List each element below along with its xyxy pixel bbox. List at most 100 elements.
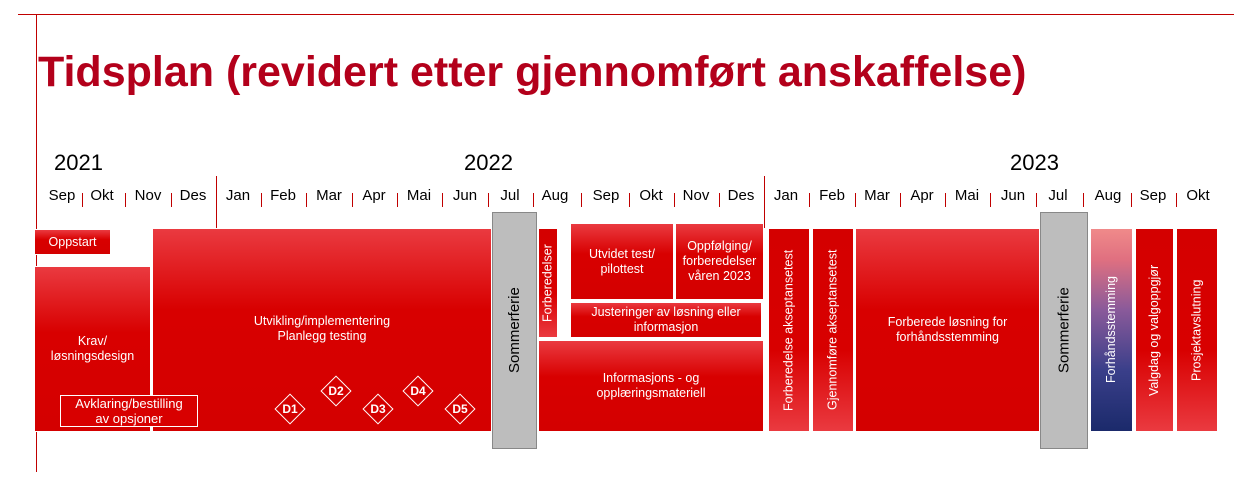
month-separator <box>1130 193 1132 207</box>
month-separator <box>854 193 856 207</box>
month-separator <box>442 193 443 207</box>
month-label: Aug <box>541 187 569 204</box>
task-bar: Oppstart <box>34 229 111 255</box>
task-label: Informasjons - og <box>602 371 700 385</box>
month-label: Jan <box>773 187 799 204</box>
year-label: 2021 <box>54 150 103 175</box>
task-bar: Forberede løsning for forhåndsstemming <box>855 228 1040 432</box>
task-label: Justeringer av løsning eller <box>591 305 741 319</box>
task-bar: Sommerferie <box>492 212 537 449</box>
task-bar: Gjennomføre akseptansetest <box>812 228 854 432</box>
month-separator <box>215 176 217 228</box>
month-separator <box>396 193 398 207</box>
month-separator <box>351 193 353 207</box>
month-separator <box>580 193 582 207</box>
month-label: Nov <box>134 187 162 204</box>
task-label: løsningsdesign <box>50 349 135 363</box>
task-bar: Utvidet test/pilottest <box>570 223 674 300</box>
month-label: Jun <box>452 187 478 204</box>
milestone-label: D1 <box>282 402 298 416</box>
task-label: Utvidet test/ <box>589 246 655 261</box>
month-separator <box>944 193 946 207</box>
year-label: 2022 <box>464 150 513 175</box>
month-label: Mar <box>864 187 890 204</box>
milestone-label: D3 <box>370 402 386 416</box>
month-label: Des <box>179 187 207 204</box>
task-label: Forhåndsstemming <box>1104 276 1118 384</box>
year-label: 2023 <box>1010 150 1059 175</box>
month-separator <box>487 193 489 207</box>
month-label: Des <box>727 187 755 204</box>
month-label: Nov <box>682 187 710 204</box>
task-label: Prosjektavslutning <box>1189 279 1204 381</box>
month-separator <box>260 193 262 207</box>
task-bar: Utvikling/implementering Planlegg testing <box>152 228 492 432</box>
milestone-label: D4 <box>410 384 426 398</box>
month-label: Sep <box>592 187 620 204</box>
task-label: Forberedelser <box>540 244 555 322</box>
task-bar: Valgdag og valgoppgjør <box>1135 228 1174 432</box>
task-label: pilottest <box>600 261 644 276</box>
task-label: forhåndsstemming <box>896 330 999 344</box>
month-label: Jul <box>1048 187 1068 204</box>
month-label: Aug <box>1094 187 1122 204</box>
month-separator <box>763 176 765 228</box>
task-bar: Forberedelser <box>538 228 558 338</box>
title: Tidsplan (revidert etter gjennomført ans… <box>38 48 1027 96</box>
month-label: Apr <box>362 187 386 204</box>
month-label: Feb <box>270 187 296 204</box>
task-label: Planlegg testing <box>277 329 367 343</box>
task-label: Sommerferie <box>506 287 523 374</box>
task-label: Oppfølging/ <box>687 239 752 253</box>
month-separator <box>1083 193 1084 207</box>
month-separator <box>82 193 83 207</box>
task-bar: Forberedelse akseptansetest <box>768 228 810 432</box>
task-label: opplæringsmateriell <box>596 386 706 400</box>
frame-top <box>18 14 1234 15</box>
task-label: forberedelser <box>682 254 757 268</box>
month-separator <box>718 193 720 207</box>
month-label: Sep <box>48 187 76 204</box>
month-label: Okt <box>1186 187 1210 204</box>
task-label: Forberedelse akseptansetest <box>781 249 796 411</box>
task-bar: Prosjektavslutning <box>1176 228 1218 432</box>
month-label: Feb <box>819 187 845 204</box>
milestone-label: D5 <box>452 402 468 416</box>
month-label: Jul <box>500 187 520 204</box>
month-label: Mar <box>316 187 342 204</box>
month-label: Okt <box>90 187 114 204</box>
month-separator <box>170 193 172 207</box>
month-separator <box>809 193 810 207</box>
month-label: Mai <box>406 187 432 204</box>
month-separator <box>1175 193 1177 207</box>
task-label: Avklaring/bestilling <box>75 396 183 411</box>
task-bar: Avklaring/bestilling av opsjoner <box>60 395 198 427</box>
month-separator <box>990 193 991 207</box>
task-label: Valgdag og valgoppgjør <box>1147 264 1161 396</box>
task-label: Gjennomføre akseptansetest <box>825 249 840 411</box>
month-label: Jun <box>1000 187 1026 204</box>
task-label: Krav/ <box>77 334 108 348</box>
task-label: Forberede løsning for <box>887 315 1008 329</box>
month-label: Mai <box>954 187 980 204</box>
month-separator <box>306 193 307 207</box>
month-label: Sep <box>1139 187 1167 204</box>
task-bar: Sommerferie <box>1040 212 1088 449</box>
month-separator <box>899 193 901 207</box>
task-label: informasjon <box>633 320 699 334</box>
milestone-label: D2 <box>328 384 344 398</box>
month-separator <box>1035 193 1037 207</box>
month-label: Okt <box>639 187 663 204</box>
task-bar: Forhåndsstemming <box>1090 228 1133 432</box>
task-bar: Informasjons - og opplæringsmateriell <box>538 340 764 432</box>
month-separator <box>532 193 534 207</box>
month-separator <box>673 193 675 207</box>
month-label: Jan <box>225 187 251 204</box>
task-label: Utvikling/implementering <box>253 314 391 328</box>
month-separator <box>628 193 630 207</box>
task-label: Sommerferie <box>1055 287 1073 374</box>
task-bar: Justeringer av løsning eller informasjon <box>570 302 762 338</box>
task-label: av opsjoner <box>95 411 163 426</box>
task-label: våren 2023 <box>688 269 751 283</box>
